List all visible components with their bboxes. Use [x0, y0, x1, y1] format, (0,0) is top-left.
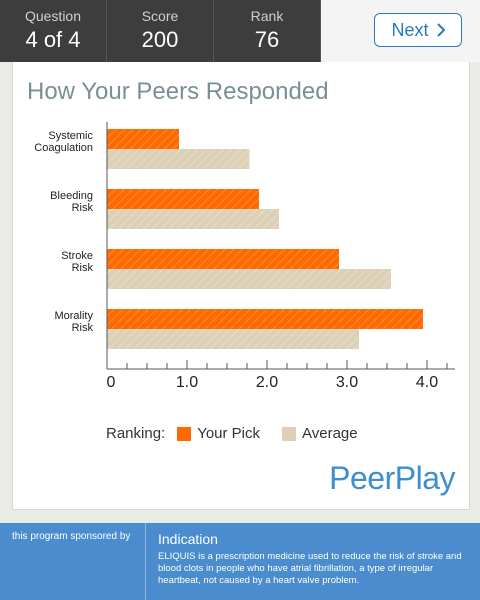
next-button-label: Next: [391, 19, 429, 40]
question-label: Question: [24, 8, 82, 24]
indication-text: ELIQUIS is a prescription medicine used …: [158, 551, 462, 586]
rank-stat: Rank 76: [214, 0, 321, 62]
legend-swatch-your-pick: [177, 426, 192, 441]
chevron-right-icon: [436, 23, 445, 37]
sponsor-text: this program sponsored by: [0, 523, 146, 600]
indication-block: Indication ELIQUIS is a prescription med…: [146, 523, 480, 600]
question-value: 4 of 4: [25, 27, 81, 52]
peer-response-chart: Systemic Coagulation Bleeding Risk Stroke Ris…: [34, 122, 455, 391]
indication-title: Indication: [158, 531, 218, 547]
next-area: Next: [321, 0, 480, 62]
x-tick-label-3: 3.0: [336, 374, 358, 391]
category-label-0: Systemic Coagulation: [34, 130, 93, 154]
legend-swatch-average: [282, 426, 297, 441]
bar-average-2: [107, 269, 391, 289]
bar-your-pick-0: [107, 129, 179, 149]
chart-legend: Ranking: Your Pick Average: [106, 425, 358, 442]
x-tick-label-1: 1.0: [176, 374, 198, 391]
bar-your-pick-3: [107, 309, 423, 329]
next-button[interactable]: Next: [374, 13, 462, 47]
score-label: Score: [141, 8, 179, 24]
score-bar: Question 4 of 4 Score 200 Rank 76 Next: [0, 0, 480, 62]
category-label-2: Stroke Risk: [61, 250, 93, 274]
card-title: How Your Peers Responded: [27, 78, 329, 105]
peerplay-logo: PeerPlay: [329, 460, 455, 496]
legend-average: Average: [302, 425, 358, 442]
score-stat: Score 200: [107, 0, 214, 62]
category-label-1: Bleeding Risk: [50, 190, 93, 214]
rank-value: 76: [254, 27, 280, 52]
bar-your-pick-2: [107, 249, 339, 269]
bar-your-pick-1: [107, 189, 259, 209]
sponsor-footer: this program sponsored by Indication ELI…: [0, 523, 480, 600]
bar-average-3: [107, 329, 359, 349]
bar-average-0: [107, 149, 250, 169]
x-tick-label-0: 0: [107, 374, 116, 391]
question-stat: Question 4 of 4: [0, 0, 107, 62]
x-tick-label-4: 4.0: [416, 374, 438, 391]
bar-average-1: [107, 209, 279, 229]
category-label-3: Morality Risk: [54, 310, 93, 334]
legend-prefix: Ranking:: [106, 425, 166, 442]
legend-your-pick: Your Pick: [197, 425, 261, 442]
rank-label: Rank: [250, 8, 284, 24]
results-card: How Your Peers Responded Systemic Coagula…: [12, 62, 470, 510]
x-tick-label-2: 2.0: [256, 374, 278, 391]
score-value: 200: [141, 27, 179, 52]
